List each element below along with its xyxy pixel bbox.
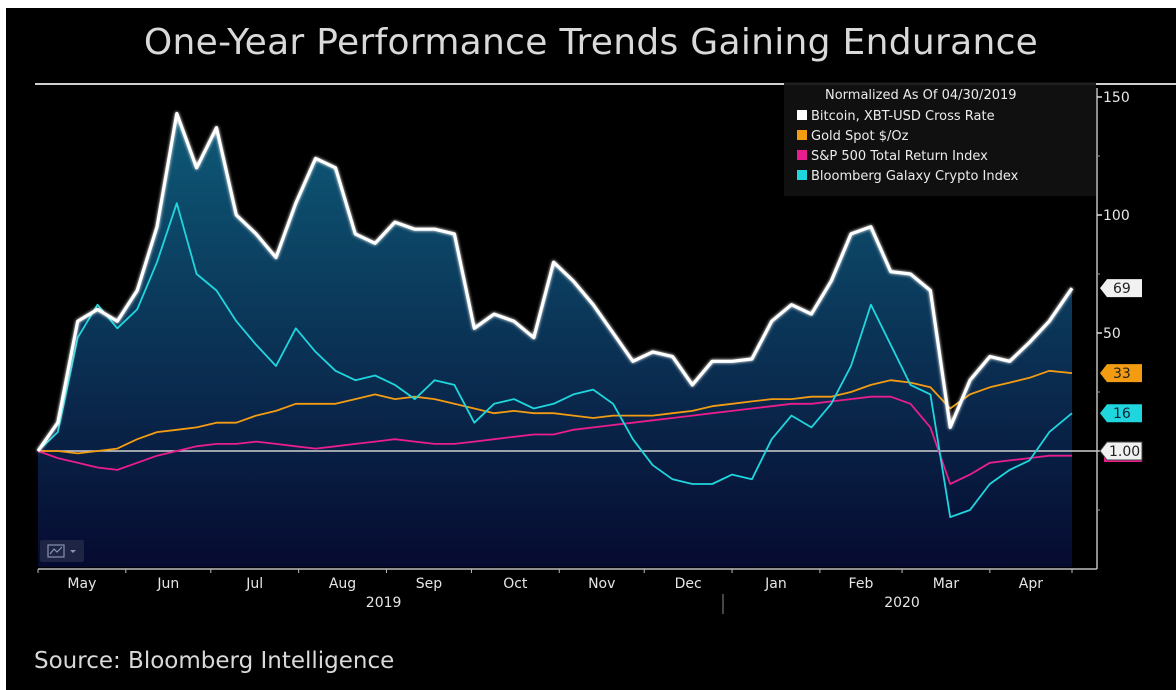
value-tag-label: 33 xyxy=(1113,366,1131,382)
legend-item-label: Bloomberg Galaxy Crypto Index xyxy=(811,169,1019,184)
bloomberg-galaxy-crypto-index-line xyxy=(37,202,1073,518)
legend-item-label: Bitcoin, XBT-USD Cross Rate xyxy=(811,109,995,124)
baseline-value-tag: 1.00 xyxy=(1099,441,1143,462)
value-tag-shape xyxy=(1099,441,1143,461)
x-tick-label: Jun xyxy=(156,576,179,592)
x-tick-label: Sep xyxy=(416,576,443,592)
value-tag-label: 16 xyxy=(1113,406,1131,422)
bitcoin-last-value-tag: 69 xyxy=(1100,279,1142,298)
source-note: Source: Bloomberg Intelligence xyxy=(34,648,395,674)
y-tick-label: 100 xyxy=(1103,208,1130,224)
legend-header: Normalized As Of 04/30/2019 xyxy=(825,88,1017,103)
legend-swatch xyxy=(797,150,807,160)
x-tick-label: May xyxy=(67,576,96,592)
line-chart-icon xyxy=(47,544,76,558)
value-tag-shape xyxy=(1100,364,1142,383)
value-tag-label: 69 xyxy=(1113,281,1131,297)
legend-box xyxy=(784,82,1096,196)
s-p-500-total-return-index-line xyxy=(37,395,1072,485)
value-tag-label: 1.00 xyxy=(1109,444,1140,460)
bitcoin-area-fill xyxy=(38,113,1072,567)
x-tick-label: Nov xyxy=(588,576,615,592)
x-tick-label: Dec xyxy=(675,576,702,592)
x-tick-label: Feb xyxy=(849,576,874,592)
chart-title: One-Year Performance Trends Gaining Endu… xyxy=(143,22,1039,63)
value-tag-shape xyxy=(1100,279,1142,298)
legend-swatch xyxy=(797,170,807,180)
bitcoin-xbt-usd-cross-rate-line xyxy=(36,111,1074,452)
x-year-label: 2020 xyxy=(884,595,920,611)
x-tick-label: Mar xyxy=(933,576,960,592)
x-tick-label: Jan xyxy=(764,576,787,592)
x-year-label: 2019 xyxy=(366,595,402,611)
legend: Normalized As Of 04/30/2019 Bitcoin, XBT-… xyxy=(784,82,1096,196)
x-tick-label: Oct xyxy=(503,576,528,592)
y-tick-label: 50 xyxy=(1103,326,1121,342)
galaxy-last-value-tag: 16 xyxy=(1100,404,1142,423)
gold-spot-oz-line xyxy=(38,369,1073,455)
x-tick-label: Jul xyxy=(245,576,263,592)
legend-item-label: Gold Spot $/Oz xyxy=(811,129,909,144)
legend-swatch xyxy=(797,130,807,140)
x-tick-label: Aug xyxy=(329,576,356,592)
y-tick-label: 150 xyxy=(1103,90,1130,106)
legend-swatch xyxy=(797,110,807,120)
value-tag-shape xyxy=(1100,404,1142,423)
legend-item-label: S&P 500 Total Return Index xyxy=(811,149,988,164)
chart-type-button[interactable] xyxy=(40,540,84,562)
title-divider xyxy=(35,83,1176,85)
gold-last-value-tag: 33 xyxy=(1100,364,1142,383)
x-tick-label: Apr xyxy=(1019,576,1043,592)
